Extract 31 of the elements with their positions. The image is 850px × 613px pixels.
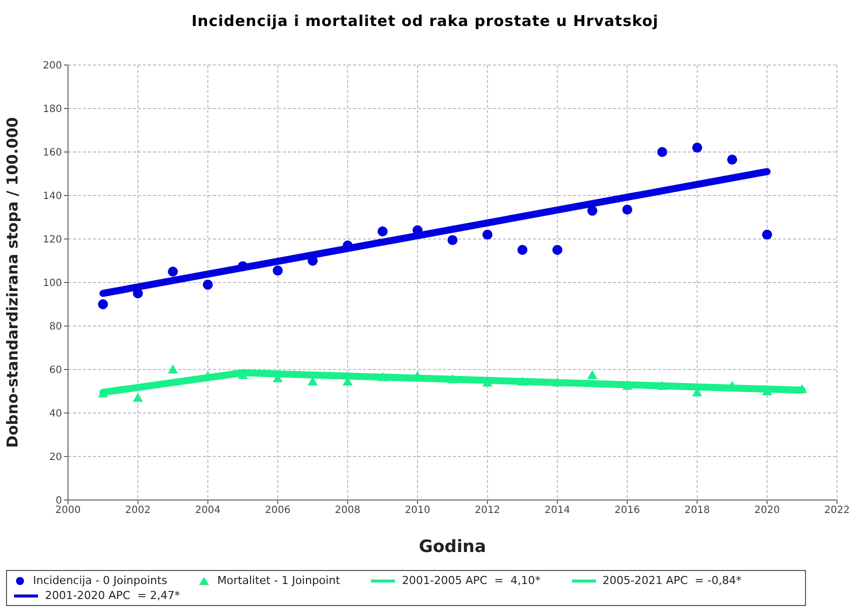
y-tick-label: 120 — [42, 234, 62, 246]
y-tick-label: 140 — [42, 191, 62, 202]
y-tick-label: 20 — [49, 452, 62, 464]
x-tick-label: 2012 — [474, 505, 500, 516]
chart-title: Incidencija i mortalitet od raka prostate u Hrvatskoj — [190, 12, 660, 30]
x-tick-label: 2006 — [265, 505, 290, 516]
legend-label: 2005-2021 APC = -0,84* — [602, 574, 742, 587]
y-tick-label: 0 — [56, 496, 62, 507]
x-tick-label: 2008 — [334, 505, 360, 516]
x-axis-title: Godina — [418, 537, 486, 557]
legend-label: Mortalitet - 1 Joinpoint — [217, 574, 340, 587]
y-tick-label: 40 — [49, 408, 62, 420]
legend-label: Incidencija - 0 Joinpoints — [33, 574, 168, 587]
x-tick-label: 2002 — [125, 505, 151, 516]
x-tick-label: 2000 — [55, 505, 81, 516]
x-tick-label: 2022 — [824, 505, 850, 516]
y-axis-title: Dobno-standardizirana stopa / 100.000 — [3, 117, 22, 448]
y-tick-label: 180 — [42, 104, 62, 116]
y-tick-label: 200 — [42, 60, 62, 72]
x-tick-label: 2020 — [754, 505, 780, 516]
y-tick-label: 100 — [42, 278, 62, 290]
y-tick-label: 160 — [42, 148, 62, 159]
x-tick-label: 2018 — [684, 505, 710, 516]
y-tick-label: 80 — [49, 322, 62, 333]
legend-label: 2001-2020 APC = 2,47* — [45, 589, 180, 602]
x-tick-label: 2016 — [614, 505, 640, 516]
y-tick-label: 60 — [49, 365, 62, 376]
legend-label: 2001-2005 APC = 4,10* — [402, 574, 541, 587]
x-tick-label: 2014 — [544, 505, 570, 516]
x-tick-label: 2010 — [404, 505, 430, 516]
x-tick-label: 2004 — [195, 505, 221, 516]
